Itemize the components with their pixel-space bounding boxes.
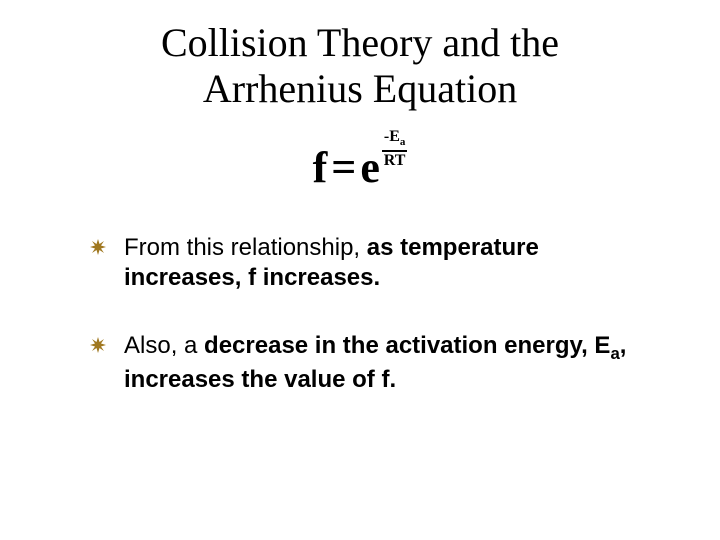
exponent-num-subscript: a xyxy=(400,136,406,148)
slide: Collision Theory and the Arrhenius Equat… xyxy=(0,0,720,540)
title-line-2: Arrhenius Equation xyxy=(203,66,517,111)
equation-equals: = xyxy=(331,142,356,193)
bullet-2-subscript: a xyxy=(610,344,619,363)
equation-base: e xyxy=(360,142,380,193)
bullet-item-1: From this relationship, as temperature i… xyxy=(90,233,640,293)
equation-lhs: f xyxy=(313,142,328,193)
slide-title: Collision Theory and the Arrhenius Equat… xyxy=(60,20,660,112)
equation-exponent: -Ea RT xyxy=(382,129,408,170)
bullet-1-plain: From this relationship, xyxy=(124,234,367,261)
exponent-num-prefix: -E xyxy=(384,128,400,145)
exponent-denominator: RT xyxy=(384,152,406,170)
bullet-2-plain: Also, a xyxy=(124,332,204,359)
bullet-2-bold-part-1: decrease in the activation energy, E xyxy=(204,332,610,359)
exponent-numerator: -Ea xyxy=(382,129,408,150)
bullet-icon xyxy=(90,239,106,255)
bullet-item-2: Also, a decrease in the activation energ… xyxy=(90,331,640,395)
bullet-list: From this relationship, as temperature i… xyxy=(90,233,640,395)
bullet-icon xyxy=(90,337,106,353)
equation-main: f = e -Ea RT xyxy=(313,142,408,193)
arrhenius-equation: f = e -Ea RT xyxy=(60,142,660,193)
title-line-1: Collision Theory and the xyxy=(161,20,559,65)
